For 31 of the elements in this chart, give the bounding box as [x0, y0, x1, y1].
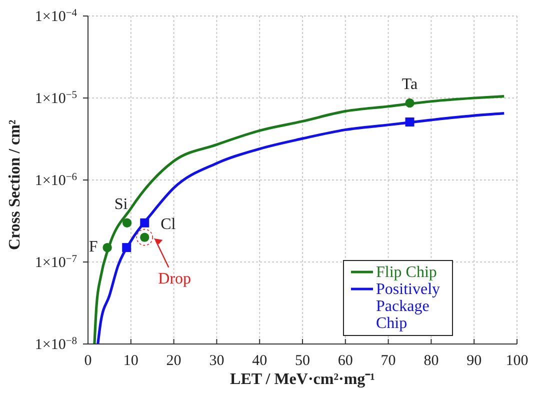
- x-tick-label: 80: [424, 353, 439, 369]
- x-tick-label: 10: [123, 353, 138, 369]
- x-axis-title: LET / MeV·cm²·mg⁻¹: [230, 371, 376, 388]
- x-tick-label: 60: [338, 353, 353, 369]
- x-tick-label: 100: [506, 353, 528, 369]
- y-tick-label: 1×10$^{−4}$: [34, 8, 78, 25]
- point: [102, 242, 112, 252]
- y-tick-label: 1×10$^{−7}$: [34, 254, 77, 271]
- x-tick-label: 40: [252, 353, 268, 369]
- point: [405, 117, 414, 126]
- annotation: Cl: [160, 216, 176, 233]
- point: [140, 218, 150, 228]
- annotation: F: [88, 238, 98, 256]
- annotation: Drop: [158, 270, 192, 288]
- x-tick-label: 70: [380, 353, 396, 369]
- point: [122, 218, 132, 228]
- x-tick-label: 30: [209, 353, 224, 369]
- x-tick-label: 50: [295, 353, 310, 369]
- point: [405, 98, 414, 108]
- y-tick-label: 1×10$^{−5}$: [34, 90, 77, 107]
- annotation: Ta: [402, 76, 418, 93]
- legend-label: Flip Chip: [376, 264, 437, 281]
- annotation: Si: [114, 196, 128, 213]
- x-tick-label: 20: [166, 353, 182, 369]
- y-tick-label: 1×10$^{−6}$: [34, 172, 77, 189]
- x-tick-label: 90: [466, 353, 482, 369]
- y-tick-label: 1×10$^{−8}$: [34, 336, 77, 353]
- y-axis-title: Cross Section / cm²: [6, 120, 24, 250]
- legend-label: Positively Package Chip: [376, 281, 442, 332]
- x-tick-label: 0: [84, 353, 92, 369]
- point: [122, 243, 132, 252]
